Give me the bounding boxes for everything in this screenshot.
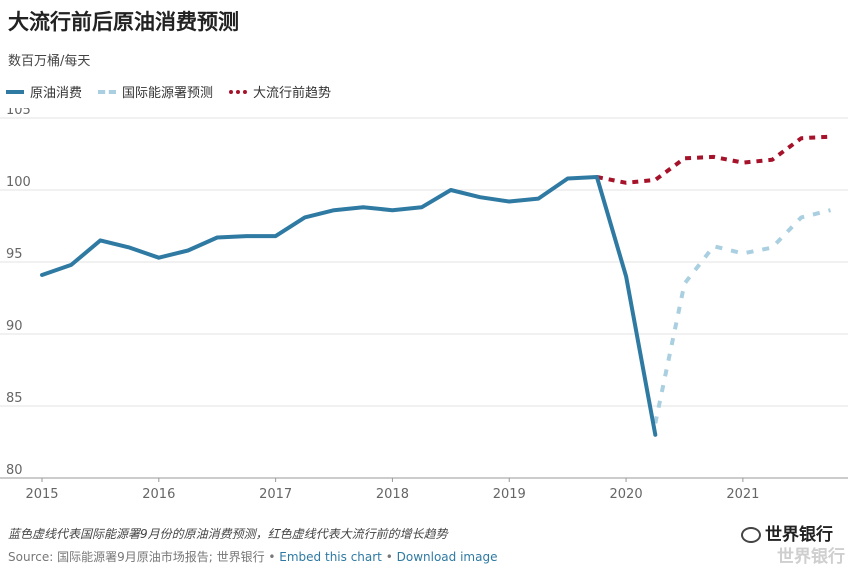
x-tick-label: 2021 bbox=[726, 487, 759, 502]
legend-swatch-dotted bbox=[229, 89, 248, 94]
x-tick-label: 2017 bbox=[259, 487, 292, 502]
x-tick-label: 2019 bbox=[493, 487, 526, 502]
x-tick-label: 2020 bbox=[610, 487, 643, 502]
legend-label: 原油消费 bbox=[30, 86, 83, 101]
download-image-link[interactable]: Download image bbox=[396, 550, 498, 564]
y-tick-label: 90 bbox=[6, 319, 23, 334]
legend-item-iea-forecast[interactable]: 国际能源署预测 bbox=[98, 82, 213, 101]
legend-swatch-solid bbox=[6, 89, 24, 94]
series-line-2 bbox=[596, 134, 831, 185]
watermark-shadow-text: 世界银行 bbox=[777, 547, 845, 567]
chart-title: 大流行前后原油消费预测 bbox=[8, 10, 239, 34]
y-tick-label: 95 bbox=[6, 247, 23, 262]
y-tick-label: 100 bbox=[6, 175, 31, 190]
embed-chart-link[interactable]: Embed this chart bbox=[279, 550, 382, 564]
wechat-icon bbox=[741, 527, 761, 543]
x-tick-label: 2015 bbox=[25, 487, 58, 502]
legend-swatch-dashed bbox=[98, 89, 117, 94]
chart-legend: 原油消费 国际能源署预测 大流行前趋势 bbox=[6, 82, 347, 101]
legend-label: 国际能源署预测 bbox=[122, 86, 214, 101]
legend-item-consumption[interactable]: 原油消费 bbox=[6, 82, 82, 101]
series-line-0 bbox=[40, 175, 658, 437]
legend-item-pre-pandemic-trend[interactable]: 大流行前趋势 bbox=[229, 82, 331, 101]
source-text: Source: 国际能源署9月原油市场报告; 世界银行 • bbox=[8, 550, 280, 564]
x-tick-label: 2018 bbox=[376, 487, 409, 502]
chart-source: Source: 国际能源署9月原油市场报告; 世界银行 • Embed this… bbox=[8, 548, 497, 565]
watermark-text: 世界银行 bbox=[765, 525, 833, 545]
chart-note: 蓝色虚线代表国际能源署9月份的原油消费预测，红色虚线代表大流行前的增长趋势 bbox=[8, 527, 448, 541]
watermark: 世界银行 bbox=[741, 520, 833, 545]
chart-subtitle: 数百万桶/每天 bbox=[8, 54, 91, 69]
y-tick-label: 105 bbox=[6, 108, 31, 118]
watermark-shadow: 世界银行 bbox=[777, 542, 845, 567]
series-line-1 bbox=[653, 208, 831, 424]
line-chart: 80 85 90 95 100 105 2015 2016 2017 2018 2019 2020 20… bbox=[0, 108, 848, 502]
y-tick-label: 85 bbox=[6, 391, 23, 406]
y-tick-label: 80 bbox=[6, 463, 23, 478]
legend-label: 大流行前趋势 bbox=[253, 86, 332, 101]
source-separator: • bbox=[381, 550, 397, 564]
x-tick-label: 2016 bbox=[142, 487, 175, 502]
